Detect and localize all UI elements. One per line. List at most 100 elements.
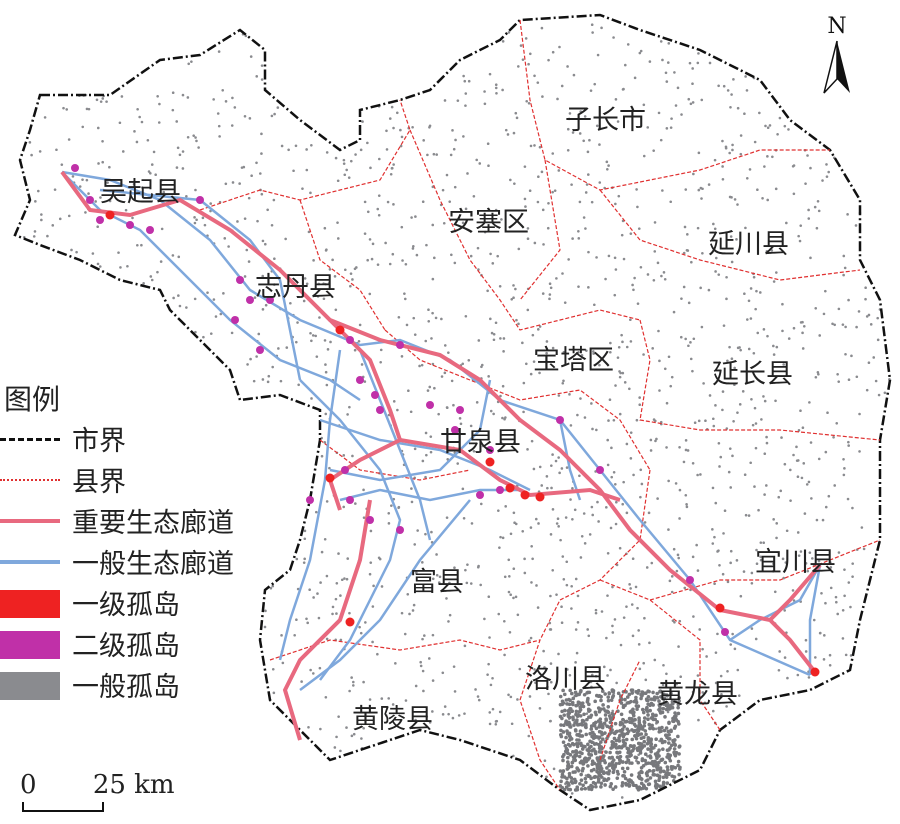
county-label: 安塞区 [448,207,529,238]
general-island [270,223,274,227]
general-island [410,487,413,490]
general-island [175,120,179,123]
general-island [579,787,584,791]
general-island [60,163,64,166]
general-island [574,661,577,664]
general-island [684,493,688,497]
general-island [377,213,381,217]
general-island [770,249,774,252]
general-island [362,516,366,519]
general-island [684,439,688,442]
general-island [562,787,567,792]
general-island [421,561,424,564]
general-island [467,79,471,83]
general-island [603,692,607,696]
general-island [657,111,661,115]
general-island [648,60,652,63]
general-island [812,618,816,622]
general-island [152,150,156,154]
general-island [620,727,625,732]
general-island [597,725,601,729]
general-island [247,196,251,200]
level2-island [306,496,314,504]
general-island [653,779,658,784]
general-island [563,301,567,304]
general-island [568,112,572,115]
general-island [579,110,582,113]
general-island [766,198,769,202]
general-island [713,582,716,586]
general-island [696,569,700,572]
general-island [635,748,640,753]
general-island [353,348,357,352]
general-island [533,668,536,671]
general-island [310,397,313,400]
general-island [470,522,474,525]
general-island [475,158,479,162]
general-island [670,117,673,120]
general-island [502,350,505,353]
general-island [801,426,805,430]
general-island [255,75,259,78]
general-island [443,371,447,375]
general-island [309,668,312,672]
general-island [643,758,648,763]
general-island [640,482,644,486]
general-island [352,680,355,684]
general-island [410,216,413,219]
general-island [537,522,540,525]
general-island [753,485,756,488]
general-island [340,578,344,582]
general-island [708,61,712,65]
general-island [562,752,566,757]
general-island [658,706,662,711]
general-island [562,379,565,383]
general-island [676,711,681,716]
general-island [584,732,588,737]
general-island [190,60,193,63]
general-island [652,149,655,152]
general-island [759,291,762,294]
general-island [453,185,457,189]
general-island [799,550,803,553]
general-island [872,356,876,359]
general-island [561,740,566,745]
general-island [564,516,568,519]
general-island [701,681,704,684]
general-island [611,631,615,634]
general-island [517,247,521,251]
general-island [759,558,763,562]
general-island [319,727,322,731]
general-island [658,359,661,363]
general-island [142,282,145,285]
general-island [424,431,428,435]
general-island [314,510,318,514]
level2-island [496,486,504,494]
general-island [568,673,572,677]
general-island [440,317,443,321]
general-island [565,702,569,706]
general-island [579,759,584,764]
general-island [227,245,230,248]
general-island [876,338,880,342]
general-island [653,743,658,748]
general-island [376,207,380,211]
general-island [568,393,571,396]
general-island [646,713,650,717]
general-island [328,268,332,271]
general-island [451,129,454,132]
general-island [582,216,586,219]
general-island [551,453,554,456]
general-island [591,31,594,34]
general-island [445,406,449,409]
general-island [578,200,582,204]
general-island [608,784,613,789]
general-island [360,363,364,366]
general-island [771,155,774,159]
general-island [773,590,777,594]
general-island [730,260,734,264]
general-island [429,450,433,454]
general-island [538,371,541,375]
general-island [565,583,569,587]
general-island [302,561,306,564]
